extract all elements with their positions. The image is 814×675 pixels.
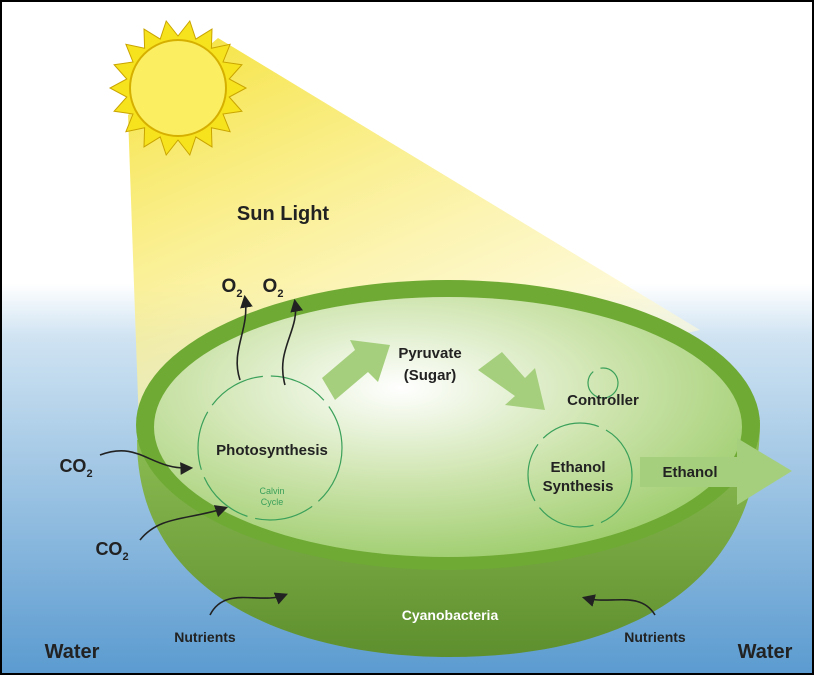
dish-inner	[154, 297, 742, 557]
controller-cycle	[587, 367, 619, 399]
ethanol-cycle	[527, 422, 633, 528]
arrow-to-controller	[478, 352, 545, 410]
co2-arrow	[99, 450, 194, 475]
sun	[108, 19, 248, 157]
photosynthesis-cycle	[197, 375, 343, 521]
ethanol-arrow	[640, 438, 792, 505]
o2-arrow	[281, 298, 303, 386]
water-label: Water	[738, 641, 793, 663]
calvin-label: Cycle	[261, 497, 284, 507]
o2-label: O2	[222, 276, 243, 300]
nutrients-label: Nutrients	[624, 629, 686, 645]
o2-arrow	[236, 294, 253, 381]
ethanol-synthesis-label: Ethanol	[551, 459, 606, 476]
nutrients-label: Nutrients	[174, 629, 236, 645]
controller-label: Controller	[567, 392, 639, 409]
pyruvate-label: Pyruvate	[398, 345, 461, 362]
arrow-to-pyruvate	[322, 340, 390, 400]
sun-light-label: Sun Light	[237, 203, 330, 225]
nutrients-arrow	[581, 594, 656, 616]
co2-arrow	[139, 505, 229, 541]
calvin-label: Calvin	[259, 486, 284, 496]
water-label: Water	[45, 641, 100, 663]
co2-label: CO2	[95, 539, 128, 563]
ethanol-synthesis-label: Synthesis	[543, 478, 614, 495]
o2-label: O2	[263, 276, 284, 300]
photosynthesis-label: Photosynthesis	[216, 442, 328, 459]
cyanobacteria-label: Cyanobacteria	[402, 607, 499, 623]
nutrients-arrow	[209, 592, 288, 616]
ethanol-output-label: Ethanol	[663, 464, 718, 481]
pyruvate-label: (Sugar)	[404, 367, 457, 384]
co2-label: CO2	[59, 456, 92, 480]
